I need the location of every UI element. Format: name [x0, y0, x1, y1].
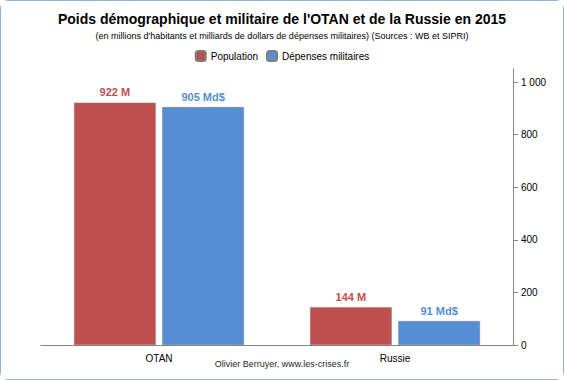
svg-text:1 000: 1 000 — [521, 77, 546, 88]
svg-text:Russie: Russie — [380, 353, 411, 364]
svg-text:91 Md$: 91 Md$ — [420, 305, 457, 317]
svg-text:600: 600 — [521, 182, 538, 193]
svg-text:144 M: 144 M — [336, 291, 367, 303]
svg-text:200: 200 — [521, 287, 538, 298]
svg-text:Dépenses militaires: Dépenses militaires — [282, 51, 369, 62]
svg-text:800: 800 — [521, 129, 538, 140]
svg-text:400: 400 — [521, 234, 538, 245]
svg-text:Population: Population — [211, 51, 258, 62]
svg-text:0: 0 — [521, 340, 527, 351]
svg-text:905 Md$: 905 Md$ — [181, 91, 224, 103]
svg-text:Olivier Berruyer, www.les-cris: Olivier Berruyer, www.les-crises.fr — [215, 359, 350, 369]
svg-text:(en millions d'habitants et mi: (en millions d'habitants et milliards de… — [96, 31, 469, 41]
svg-text:OTAN: OTAN — [145, 353, 172, 364]
svg-text:922 M: 922 M — [100, 86, 131, 98]
svg-text:Poids démographique et militai: Poids démographique et militaire de l'OT… — [58, 11, 506, 27]
